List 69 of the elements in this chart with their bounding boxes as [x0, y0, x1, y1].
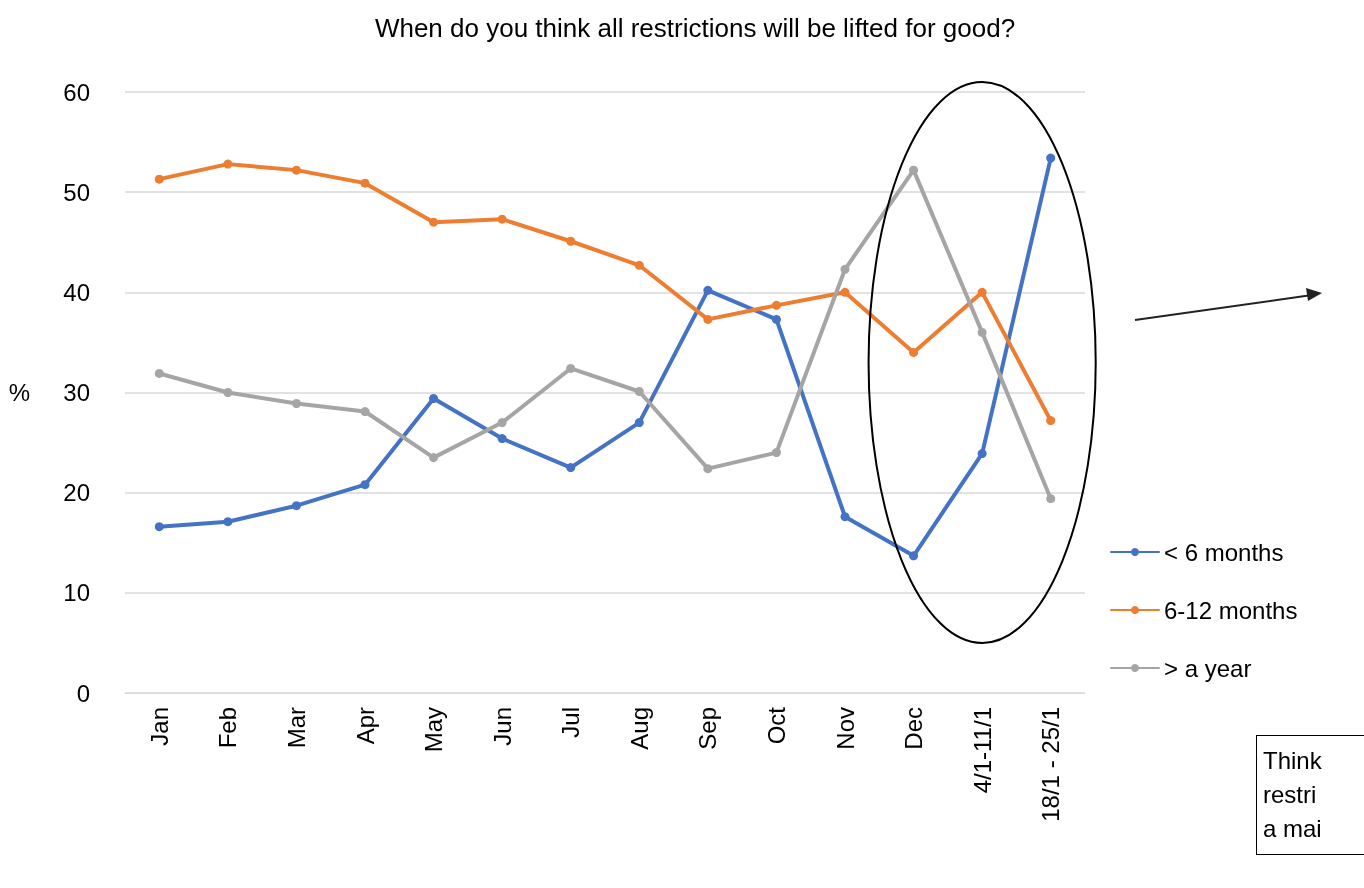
y-tick-label: 40 [63, 278, 90, 306]
point [909, 551, 919, 561]
point [634, 418, 644, 428]
chart-title: When do you think all restrictions will be lifted for good? [374, 13, 1016, 43]
point [703, 314, 713, 324]
point [154, 522, 164, 532]
point [291, 501, 301, 511]
point [497, 434, 507, 444]
point [223, 388, 233, 397]
x-tick-label: Jul [557, 707, 585, 738]
y-tick-label: 0 [76, 679, 90, 707]
legend-label: 6-12 months [1164, 596, 1298, 624]
point [497, 418, 507, 428]
point [771, 314, 781, 324]
point [1046, 494, 1056, 504]
point [771, 300, 781, 310]
y-tick-label: 20 [63, 479, 90, 507]
point [566, 463, 576, 473]
x-tick-label: Feb [214, 707, 242, 749]
point [977, 327, 987, 337]
x-tick-label: 18/1 - 25/1 [1037, 707, 1065, 822]
x-tick-label: Oct [762, 706, 790, 745]
x-tick-label: Apr [351, 707, 379, 745]
point [223, 159, 233, 169]
point [429, 394, 439, 404]
x-tick-label: Jan [145, 707, 173, 746]
legend-label: < 6 months [1164, 538, 1284, 566]
x-tick-label: Aug [625, 707, 653, 750]
point [909, 165, 919, 175]
y-tick-label: 30 [63, 379, 90, 406]
x-tick-label: Sep [694, 707, 722, 750]
legend-label: > a year [1164, 654, 1252, 682]
point [840, 264, 850, 274]
x-tick-label: May [420, 707, 448, 753]
point [566, 236, 576, 246]
point [634, 260, 644, 270]
point [840, 287, 850, 297]
point [291, 165, 301, 175]
point [154, 174, 164, 184]
text: Think restri a mai [1256, 735, 1364, 855]
point [977, 287, 987, 297]
point [360, 480, 370, 490]
point [977, 449, 987, 459]
point [154, 368, 164, 378]
y-tick-label: 10 [63, 579, 90, 607]
point [703, 285, 713, 295]
y-axis-title: % [8, 379, 30, 406]
point [703, 464, 713, 474]
x-tick-label: 4/1-11/1 [968, 707, 996, 794]
point [771, 448, 781, 458]
x-tick-label: Nov [831, 707, 859, 750]
x-tick-label: Jun [488, 707, 516, 746]
y-tick-label: 50 [63, 178, 90, 206]
point [429, 217, 439, 227]
point [223, 517, 233, 527]
point [360, 178, 370, 188]
point [360, 407, 370, 417]
point [634, 387, 644, 396]
x-tick-label: Mar [282, 707, 310, 749]
y-tick-label: 60 [63, 78, 90, 106]
point [429, 453, 439, 463]
point [840, 512, 850, 522]
point [909, 347, 919, 357]
x-tick-label: Dec [900, 707, 928, 750]
point [291, 399, 301, 409]
point [1046, 153, 1056, 163]
point [497, 214, 507, 224]
point [566, 363, 576, 373]
point [1046, 416, 1056, 426]
